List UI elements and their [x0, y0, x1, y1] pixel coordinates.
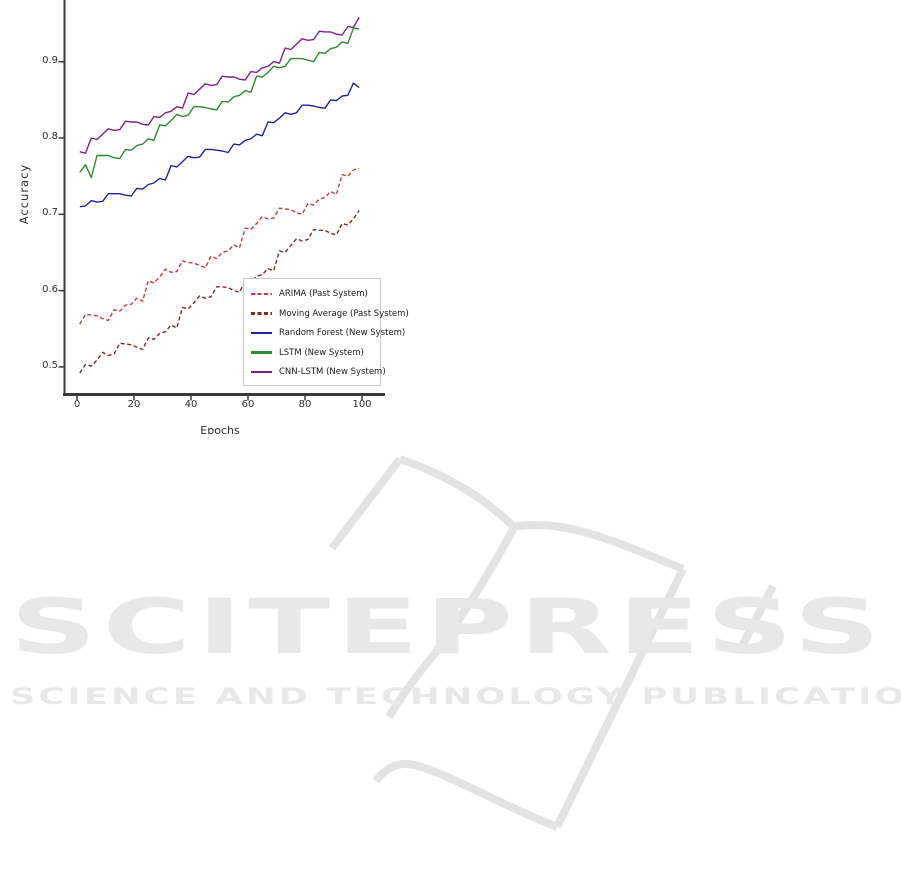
scitepress-tagline: SCIENCE AND TECHNOLOGY PUBLICATIONS [10, 685, 901, 710]
legend-row: LSTM (New System) [251, 344, 376, 362]
legend-line-swatch [251, 312, 272, 315]
accuracy-chart: 0.9 0.8 0.7 0.6 0.5 0 20 40 60 80 100 Ac… [0, 0, 412, 434]
plot-svg [58, 0, 385, 401]
xtick-label: 40 [184, 399, 198, 410]
legend-label: LSTM (New System) [279, 347, 364, 358]
legend-line-swatch [251, 351, 272, 354]
xtick-label: 0 [73, 399, 81, 410]
legend-row: Random Forest (New System) [251, 324, 405, 342]
legend-line-swatch [251, 292, 272, 296]
scitepress-logo-text: SCITEPRESS [10, 582, 887, 671]
ytick-label: 0.8 [42, 131, 58, 142]
xtick-label: 80 [298, 399, 312, 410]
legend-row: CNN-LSTM (New System) [251, 363, 386, 381]
ytick-label: 0.9 [42, 55, 58, 66]
ytick-label: 0.6 [42, 284, 58, 295]
ytick-label: 0.7 [42, 207, 58, 218]
ytick-label: 0.5 [42, 360, 58, 371]
xtick-label: 60 [241, 399, 255, 410]
legend-row: Moving Average (Past System) [251, 305, 409, 323]
y-axis-label: Accuracy [17, 163, 31, 225]
legend-label: ARIMA (Past System) [279, 289, 368, 299]
x-axis-label: Epochs [200, 424, 240, 434]
legend-line-swatch [251, 370, 272, 374]
legend-label: Random Forest (New System) [279, 328, 406, 338]
xtick-label: 20 [127, 399, 141, 410]
legend-label: CNN-LSTM (New System) [279, 367, 386, 377]
legend-row: ARIMA (Past System) [251, 285, 376, 303]
chart-legend: ARIMA (Past System) Moving Average (Past… [243, 278, 409, 386]
legend-line-swatch [251, 331, 272, 335]
xtick-label: 100 [352, 399, 372, 410]
legend-label: Moving Average (Past System) [279, 308, 409, 319]
